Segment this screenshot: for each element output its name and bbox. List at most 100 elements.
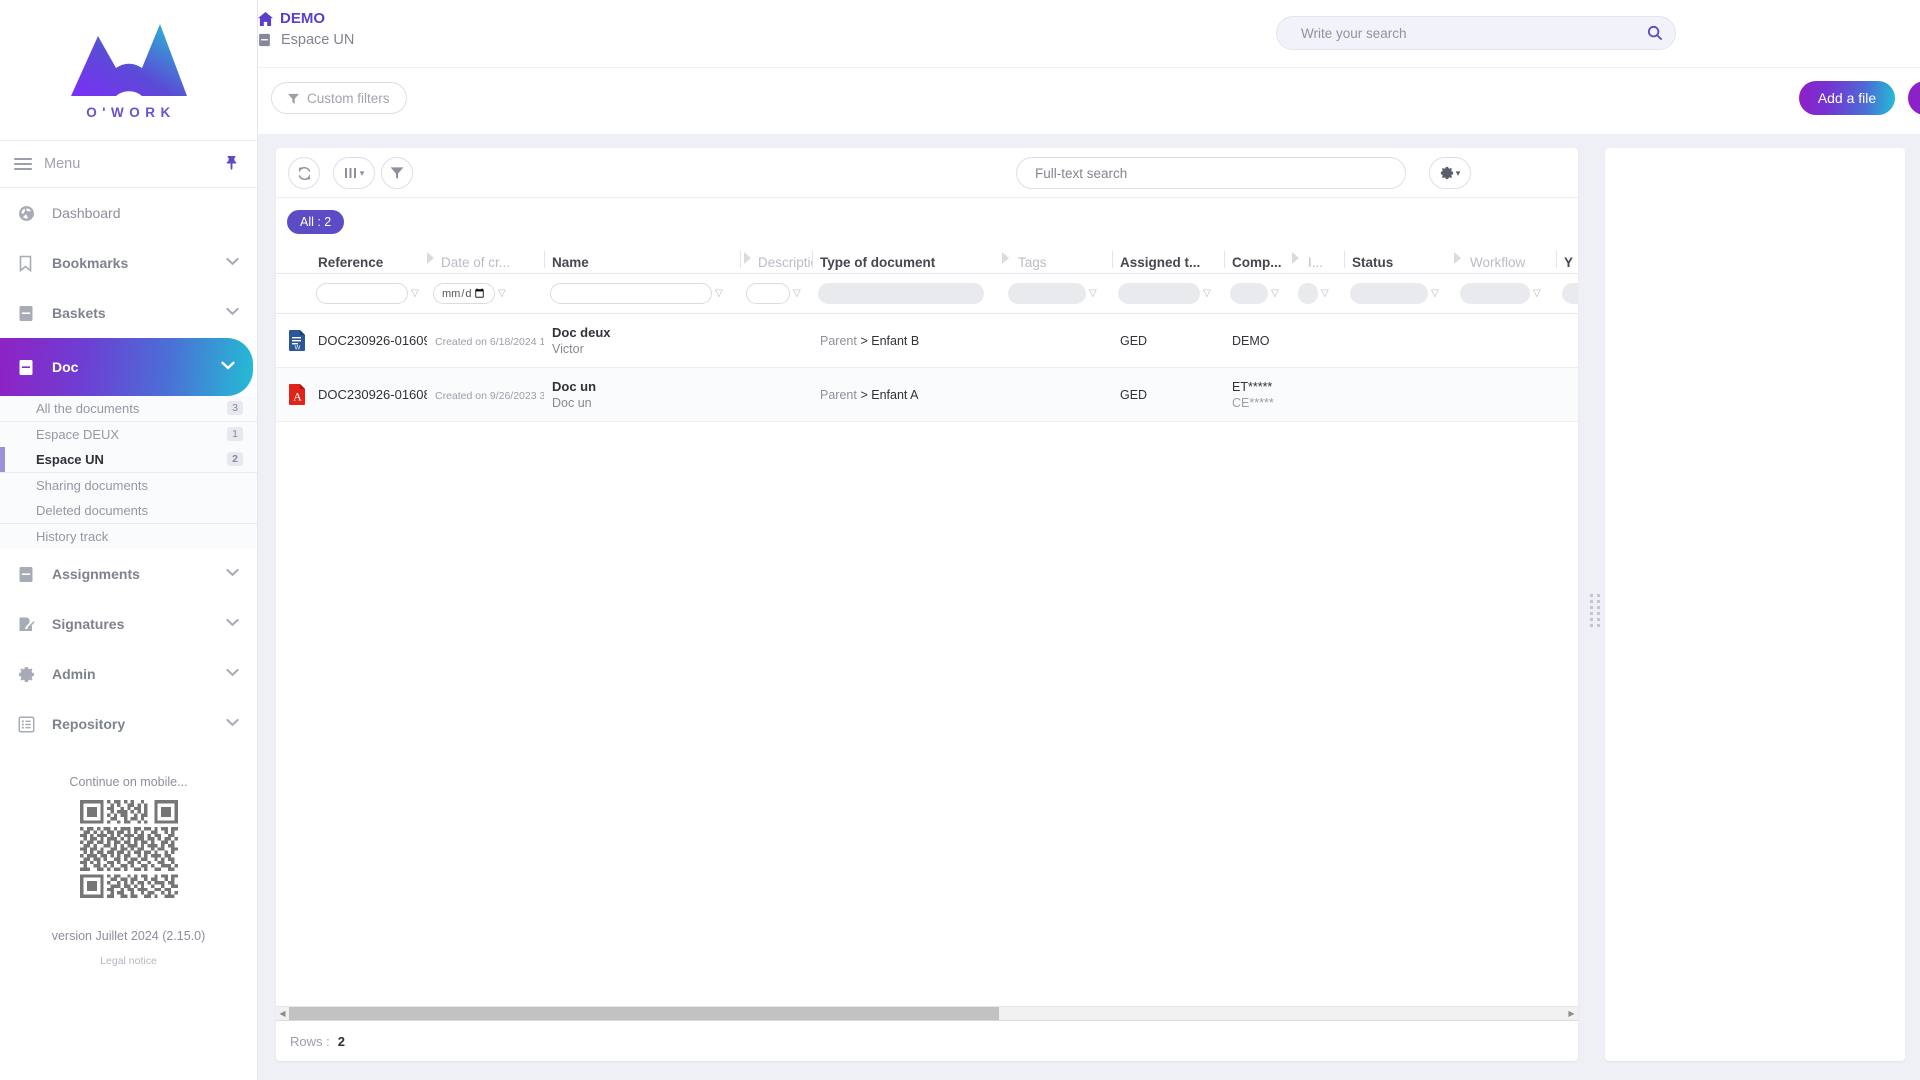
filter-name-input[interactable] (550, 283, 712, 304)
tab-all[interactable]: All : 2 (287, 210, 345, 234)
sidebar-item-bookmarks[interactable]: Bookmarks (0, 238, 257, 288)
filter-type-input[interactable] (818, 283, 984, 304)
tabs-row: All : 2 (276, 198, 1578, 246)
filter-tags-input[interactable] (1008, 283, 1086, 304)
table-header-date-of-creation[interactable]: Date of cr... (427, 246, 544, 270)
scrollbar-track[interactable] (289, 1007, 1565, 1020)
pin-icon[interactable] (224, 155, 239, 174)
funnel-icon[interactable]: ▽ (1203, 288, 1211, 299)
chevron-down-icon[interactable] (226, 307, 239, 319)
name-value: Doc deux (552, 325, 611, 340)
refresh-button[interactable] (288, 157, 320, 189)
book-icon (18, 566, 40, 583)
funnel-icon[interactable]: ▽ (715, 288, 723, 299)
legal-notice-link[interactable]: Legal notice (100, 955, 157, 967)
hamburger-icon[interactable] (14, 157, 32, 171)
cell-date-of-creation: Created on 6/18/2024 10:45:22 AM (427, 333, 544, 348)
sidebar-item-espace-deux[interactable]: Espace DEUX 1 (0, 422, 257, 448)
funnel-icon[interactable]: ▽ (1321, 288, 1329, 299)
filter-y-input[interactable] (1562, 283, 1578, 304)
chevron-down-icon[interactable] (226, 568, 239, 580)
pdf-document-icon: A (276, 384, 310, 405)
table-header-reference[interactable]: Reference (310, 246, 427, 270)
sidebar-item-espace-un[interactable]: Espace UN 2 (0, 447, 257, 473)
signature-icon (18, 616, 40, 633)
table-header-status[interactable]: Status (1344, 246, 1454, 270)
filter-company-input[interactable] (1230, 283, 1268, 304)
scroll-right-arrow-icon[interactable]: ▶ (1568, 1008, 1575, 1018)
custom-filters-label: Custom filters (307, 90, 390, 106)
sidebar-item-dashboard[interactable]: Dashboard (0, 188, 257, 238)
table-header-company[interactable]: Comp... (1224, 246, 1292, 270)
sidebar-item-repository[interactable]: Repository (0, 699, 257, 749)
sidebar-subitem-count: 1 (227, 427, 243, 442)
table-header-y-column[interactable]: Y (1556, 246, 1578, 270)
funnel-icon[interactable]: ▽ (1431, 288, 1439, 299)
funnel-icon[interactable]: ▽ (411, 288, 419, 299)
scrollbar-thumb[interactable] (289, 1007, 999, 1020)
panel-resize-handle[interactable] (1590, 592, 1600, 628)
table-header-description[interactable]: Description (740, 246, 812, 270)
sidebar-item-signatures[interactable]: Signatures (0, 599, 257, 649)
funnel-icon[interactable]: ▽ (1271, 288, 1279, 299)
cell-name: Doc deux Victor (544, 325, 740, 356)
fulltext-search[interactable] (1016, 157, 1406, 189)
grid-settings-button[interactable]: ▾ (1429, 157, 1471, 189)
create-from-template-button[interactable]: Create from a template (1908, 81, 1920, 115)
table-header-name[interactable]: Name (544, 246, 740, 270)
filter-i-input[interactable] (1298, 283, 1318, 304)
table-header-assigned-to[interactable]: Assigned t... (1112, 246, 1224, 270)
filter-date-of-creation: ▽ (427, 283, 544, 304)
grid-filter-button[interactable] (381, 157, 413, 189)
scroll-left-arrow-icon[interactable]: ◀ (279, 1008, 286, 1018)
funnel-icon[interactable]: ▽ (1089, 288, 1097, 299)
table-header-type-of-document[interactable]: Type of document (812, 246, 1002, 270)
app-logo[interactable]: O'WORK (0, 0, 257, 140)
type-child-value: > Enfant A (860, 388, 919, 402)
chevron-down-icon[interactable] (226, 257, 239, 269)
column-drag-arrow-icon (427, 252, 434, 264)
filter-reference-input[interactable] (316, 283, 408, 304)
sidebar-subitem-count: 3 (227, 401, 243, 416)
table-header-tags[interactable]: Tags (1002, 246, 1112, 270)
documents-table: Reference Date of cr... Name Description… (276, 246, 1578, 422)
table-row[interactable]: A DOC230926-01608-0 Created on 9/26/2023… (276, 368, 1578, 422)
search-icon[interactable] (1647, 25, 1663, 41)
sidebar-item-admin[interactable]: Admin (0, 649, 257, 699)
table-header-workflow[interactable]: Workflow (1454, 246, 1556, 270)
chevron-down-icon[interactable] (226, 718, 239, 730)
filter-date-input[interactable] (433, 283, 495, 304)
chevron-down-icon[interactable] (226, 668, 239, 680)
custom-filters-button[interactable]: Custom filters (271, 82, 407, 114)
funnel-icon[interactable]: ▽ (498, 288, 506, 299)
sidebar-item-doc[interactable]: Doc (0, 338, 253, 396)
breadcrumb-home[interactable]: DEMO (258, 10, 354, 27)
filter-workflow-input[interactable] (1460, 283, 1530, 304)
sidebar-item-history-track[interactable]: History track (0, 524, 257, 550)
sidebar-item-deleted-documents[interactable]: Deleted documents (0, 498, 257, 524)
columns-chooser-button[interactable]: ▾ (333, 157, 375, 189)
funnel-icon[interactable]: ▽ (793, 288, 801, 299)
filter-description-input[interactable] (746, 283, 790, 304)
chevron-down-icon[interactable] (221, 361, 235, 373)
filter-assigned-to-input[interactable] (1118, 283, 1200, 304)
sidebar-item-assignments[interactable]: Assignments (0, 549, 257, 599)
search-input[interactable] (1299, 24, 1647, 42)
global-search[interactable] (1276, 16, 1676, 50)
cell-reference: DOC230926-01608-0 (310, 387, 427, 402)
sidebar-item-baskets[interactable]: Baskets (0, 288, 257, 338)
add-file-button[interactable]: Add a file (1799, 81, 1895, 115)
sidebar-menu-header[interactable]: Menu (0, 140, 257, 188)
sidebar-item-all-the-documents[interactable]: All the documents 3 (0, 396, 257, 422)
horizontal-scrollbar[interactable]: ◀ ▶ (276, 1006, 1578, 1021)
fulltext-search-input[interactable] (1033, 164, 1389, 182)
funnel-icon[interactable]: ▽ (1533, 288, 1541, 299)
breadcrumb-space[interactable]: Espace UN (258, 32, 354, 48)
sidebar-item-sharing-documents[interactable]: Sharing documents (0, 473, 257, 499)
type-parent-value: Parent (820, 388, 857, 402)
table-row[interactable]: W DOC230926-01609-1 Created on 6/18/2024… (276, 314, 1578, 368)
table-header-i-column[interactable]: I... (1292, 246, 1344, 270)
filter-status-input[interactable] (1350, 283, 1428, 304)
svg-text:W: W (294, 345, 300, 351)
chevron-down-icon[interactable] (226, 618, 239, 630)
